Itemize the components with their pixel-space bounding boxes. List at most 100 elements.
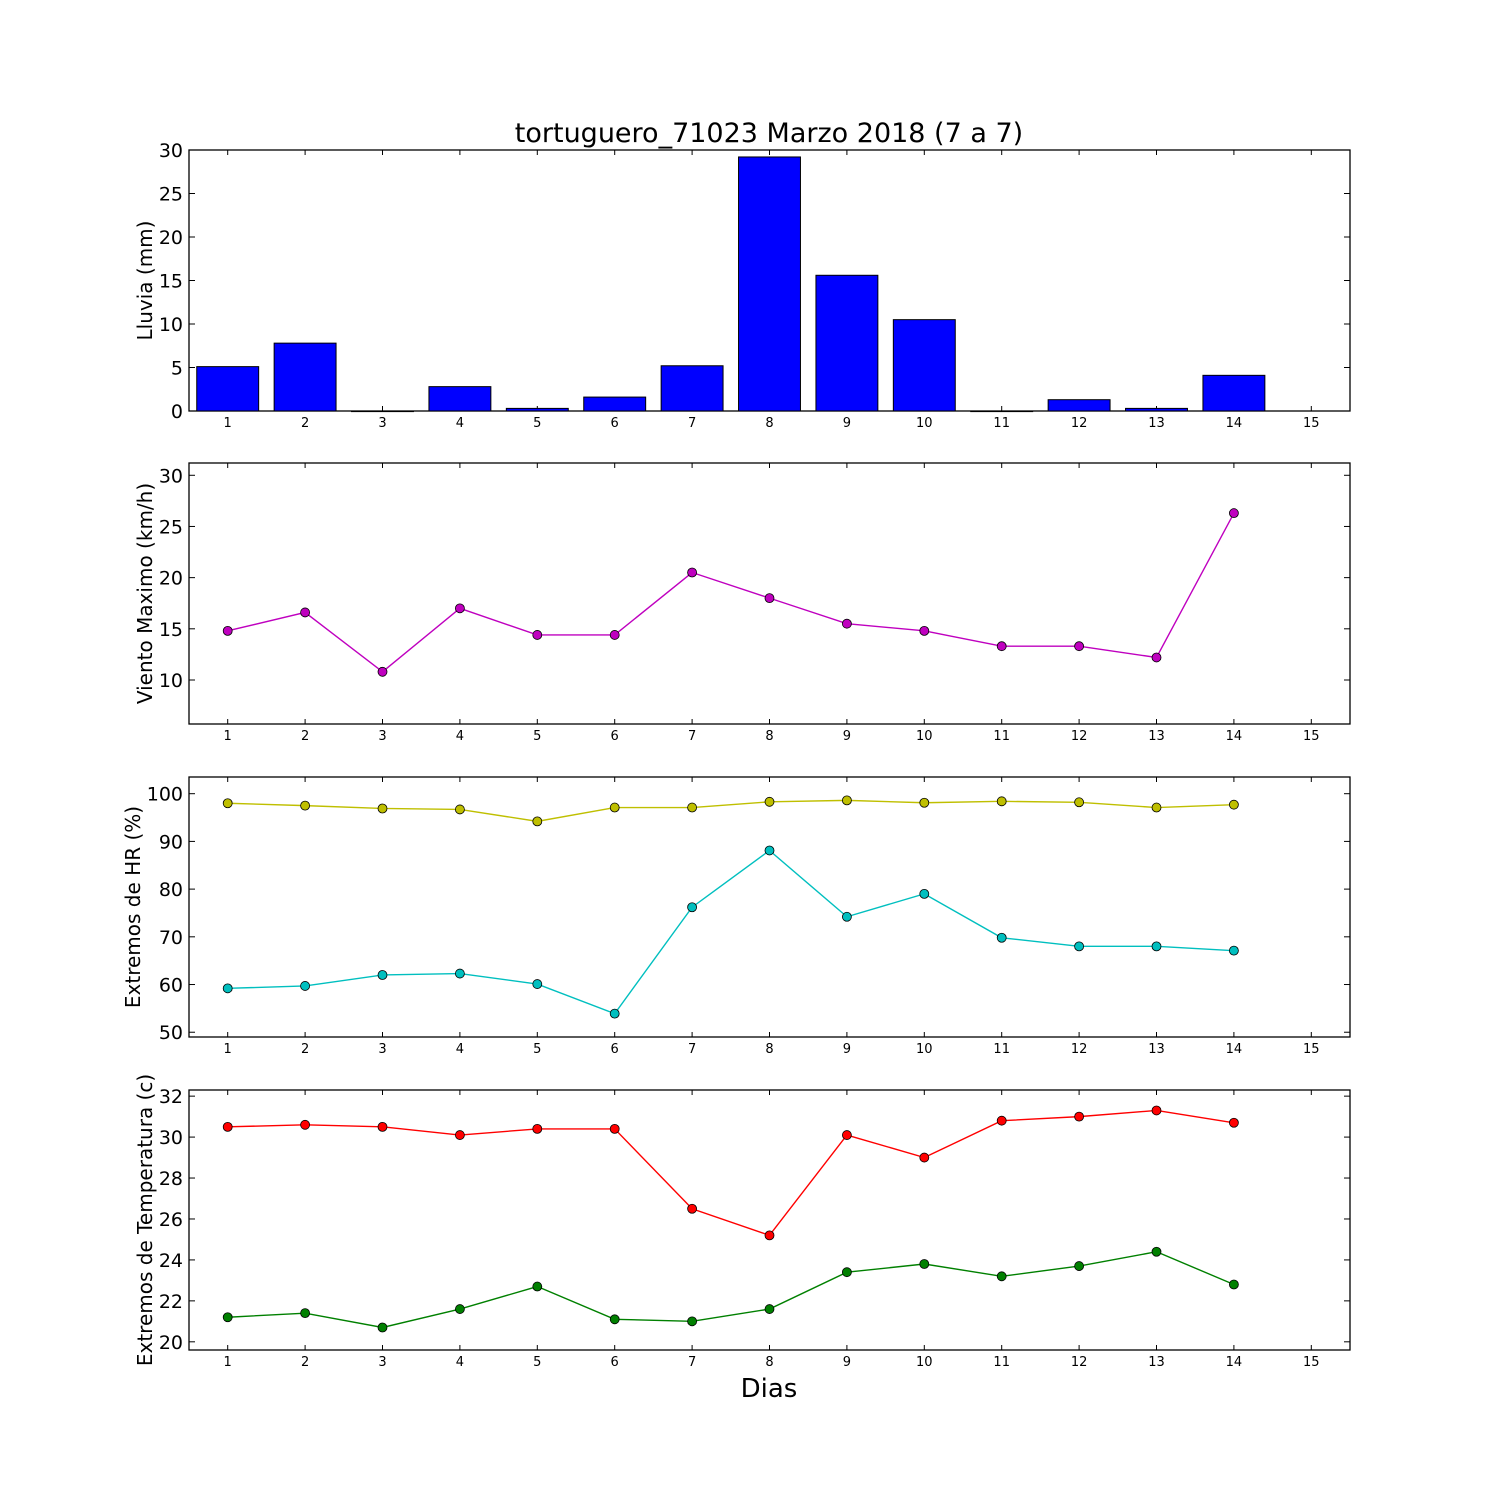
panel-rain: 1 2 3 4 5 6 7 8 9 10 11 12 13 14 15051015202530Lluvia …: [133, 140, 1351, 431]
temperature-data-point: [687, 1203, 697, 1214]
humidity-data-point: [300, 981, 311, 991]
temperature-data-point: [609, 1314, 620, 1325]
wind-data-point: [222, 625, 233, 636]
x-tick-label: 9: [843, 1355, 851, 1370]
x-tick-label: 5: [533, 1355, 541, 1370]
temperature-data-point: [1074, 1111, 1084, 1122]
x-tick-label: 2: [301, 416, 309, 431]
x-tick-label: 5: [533, 1042, 541, 1057]
temperature-data-point: [300, 1119, 311, 1130]
x-tick-label: 1: [224, 1355, 232, 1370]
x-tick-label: 3: [378, 1042, 386, 1057]
rain-bar: [1202, 374, 1266, 412]
y-tick-label: 30: [159, 465, 183, 487]
temperature-data-point: [454, 1304, 465, 1314]
x-tick-label: 15: [1303, 729, 1320, 744]
y-tick-label: 25: [159, 516, 183, 538]
humidity-data-point: [300, 800, 311, 811]
temperature-data-point: [1151, 1105, 1162, 1116]
y-tick-label: 20: [159, 1332, 183, 1354]
humidity-data-point: [842, 795, 852, 806]
y-tick-label: 30: [159, 140, 183, 162]
y-tick-label: 32: [159, 1086, 183, 1108]
x-tick-label: 4: [456, 1042, 464, 1057]
wind-data-point: [1229, 508, 1239, 519]
temperature-data-point: [377, 1322, 388, 1333]
panel-humidity: 1 2 3 4 5 6 7 8 9 10 11 12 13 14 155060708090100Extrem…: [121, 776, 1351, 1057]
temperature-data-point: [1151, 1246, 1162, 1257]
x-tick-label: 13: [1148, 416, 1165, 431]
x-tick-label: 9: [843, 1042, 851, 1057]
wind-data-point: [842, 618, 852, 629]
x-tick-label: 7: [688, 1042, 696, 1057]
rain-bar: [738, 156, 801, 412]
x-tick-label: 6: [611, 416, 619, 431]
humidity-data-point: [1074, 941, 1084, 952]
wind-data-point: [532, 630, 543, 640]
temperature-data-point: [996, 1115, 1007, 1126]
x-tick-label: 9: [843, 416, 851, 431]
x-tick-label: 15: [1303, 1042, 1320, 1057]
x-tick-label: 14: [1226, 1042, 1243, 1057]
x-tick-label: 2: [301, 1042, 309, 1057]
temperature-data-point: [996, 1271, 1007, 1282]
temperature-data-point: [1074, 1261, 1084, 1271]
y-tick-label: 20: [159, 568, 183, 590]
humidity-data-point: [454, 968, 465, 979]
rain-bar: [273, 342, 337, 412]
temperature-data-point: [300, 1308, 311, 1319]
x-tick-label: 11: [993, 1355, 1010, 1370]
wind-data-point: [454, 603, 465, 614]
temperature-series-line: [227, 1251, 1235, 1329]
temperature-data-point: [764, 1304, 775, 1314]
humidity-data-point: [996, 932, 1007, 943]
y-tick-label: 30: [159, 1127, 183, 1149]
rain-bar: [815, 274, 879, 412]
temperature-data-point: [842, 1267, 852, 1278]
x-tick-label: 11: [993, 1042, 1010, 1057]
temperature-data-point: [532, 1281, 543, 1292]
x-tick-label: 12: [1071, 729, 1088, 744]
rain-bar: [1125, 407, 1188, 412]
rain-bar: [583, 396, 647, 412]
humidity-data-point: [377, 970, 388, 980]
temperature-data-point: [377, 1121, 388, 1132]
humidity-data-point: [764, 796, 775, 807]
humidity-data-point: [919, 888, 930, 899]
temperature-data-point: [687, 1316, 697, 1327]
wind-data-point: [609, 630, 620, 640]
y-tick-label: 20: [159, 227, 183, 249]
y-tick-label: 24: [159, 1250, 183, 1272]
wind-series-line: [227, 512, 1235, 673]
x-tick-label: 15: [1303, 1355, 1320, 1370]
y-tick-label: 10: [159, 670, 183, 692]
rain-bar: [196, 366, 260, 412]
x-tick-label: 10: [916, 729, 933, 744]
y-tick-label: 10: [159, 314, 183, 336]
x-tick-label: 3: [378, 729, 386, 744]
y-axis-label: Viento Maximo (km/h): [133, 483, 157, 704]
x-tick-label: 11: [993, 729, 1010, 744]
wind-data-point: [919, 625, 930, 636]
y-tick-label: 50: [159, 1022, 183, 1044]
x-tick-label: 6: [611, 1355, 619, 1370]
rain-bar: [892, 319, 956, 412]
x-tick-label: 3: [378, 1355, 386, 1370]
x-tick-label: 8: [765, 416, 773, 431]
rain-bar: [970, 410, 1034, 413]
x-tick-label: 10: [916, 1042, 933, 1057]
y-tick-label: 5: [171, 358, 183, 380]
temperature-data-point: [919, 1152, 930, 1163]
x-tick-label: 12: [1071, 416, 1088, 431]
x-tick-label: 11: [993, 416, 1010, 431]
temperature-data-point: [222, 1312, 233, 1323]
humidity-data-point: [609, 802, 620, 813]
y-tick-label: 0: [171, 401, 183, 423]
humidity-data-point: [454, 804, 465, 815]
x-tick-label: 7: [688, 416, 696, 431]
wind-data-point: [300, 607, 311, 618]
temperature-data-point: [222, 1121, 233, 1132]
humidity-data-point: [532, 816, 543, 827]
temperature-data-point: [532, 1123, 543, 1134]
x-tick-label: 7: [688, 729, 696, 744]
